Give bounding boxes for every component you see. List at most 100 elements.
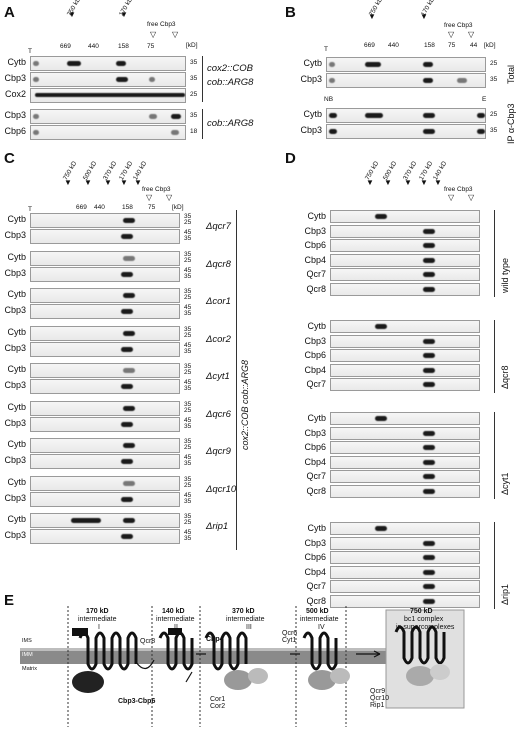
blot-strip [330,253,480,267]
kd-marker: 35 [184,250,192,258]
marker-370-arrow: ▼ [404,178,412,187]
blot-strip [30,325,180,341]
kd-marker: 25 [184,481,192,489]
t-label: T [324,46,328,53]
blot-strip [30,250,180,266]
kd-marker: 35 [184,475,192,483]
free-arrow-1: ▽ [150,30,157,39]
row-label: Cytb [7,514,26,524]
row-label: Cbp6 [304,240,326,250]
kd-marker: 45 [184,229,192,236]
bracket-1 [202,56,203,102]
blot-strip [330,363,480,377]
blot-strip [30,513,180,528]
row-label: Cbp3 [304,427,326,438]
panel-d: ▼ 750 kD ▼ 500 kD ▼ 370 kD ▼ 170 kD ▼ 14… [260,150,520,609]
kd-marker: 25 [184,519,192,526]
stage-4-sub: intermediate [300,616,339,623]
free-arrow-2: ▽ [172,30,179,39]
strain-bracket [494,412,495,499]
kd-marker: 35 [190,59,198,66]
kd-marker: 45 [184,266,192,274]
strain-label: wild type [500,257,510,293]
marker-170-arrow: ▼ [120,178,128,187]
blot-strip [330,378,480,391]
row-label: Cbp3 [4,267,26,278]
genotype-bracket [236,210,237,550]
row-label: Cbp4 [304,254,326,265]
marker-500-arrow: ▼ [384,178,392,187]
side-label-total: Total [506,64,516,84]
strain-label: Δcyt1 [500,472,510,495]
blot-strip [30,454,180,469]
row-label: Cbp3 [300,125,322,135]
marker-free-cbp3: free Cbp3 [444,22,473,29]
mutant-label: Δcor1 [206,296,231,307]
factor-cbp3cbp6: Cbp3-Cbp6 [118,698,156,705]
blot-strip [330,536,480,550]
blot-strip [326,108,486,123]
mutant-label: Δqcr6 [206,408,231,420]
row-label: Cytb [7,326,26,337]
genotype-1b: cob::ARG8 [207,77,254,88]
factor-cor: Cor1 Cor2 [210,696,226,710]
size-669: 669 [364,42,375,49]
blot-strip [30,304,180,319]
factor-qcr8: Qcr8 [140,638,156,645]
panel-a: ▼ 750 kD ▼ 170 kD free Cbp3 ▽ ▽ T 669 44… [0,0,260,145]
free-arrow-1: ▽ [448,193,455,202]
blot-strip [330,349,480,362]
row-label: Cbp4 [304,456,326,467]
stage-4-title: 500 kD [306,608,329,615]
kd-marker: 35 [490,76,498,83]
kd-marker: 45 [184,304,192,311]
blot-strip [30,109,186,124]
row-label: Cbp6 [304,442,326,452]
kd-marker: 45 [184,341,192,349]
kd-marker: 35 [184,235,192,242]
row-label: Cbp6 [304,350,326,360]
kd-marker: 45 [184,379,192,386]
size-669: 669 [60,43,71,50]
size-44: 44 [470,42,478,49]
row-label: Cytb [7,289,26,299]
factor-late: Qcr9 Qcr10 Rip1 [370,688,390,709]
blot-strip [30,400,180,416]
kd-marker: 35 [184,213,192,220]
blot-strip [330,412,480,425]
stage-1-sub: intermediate [78,616,117,623]
panel-b: ▼ 750 kD ▼ 170 kD free Cbp3 ▽ ▽ T 669 44… [260,0,520,145]
blot-strip [330,522,480,535]
stage-1-title: 170 kD [86,608,109,615]
blot-strip [30,56,186,71]
row-label: Qcr7 [306,471,326,481]
row-label: Qcr8 [306,283,326,294]
row-label: Cbp4 [304,364,326,375]
row-label: Qcr8 [306,595,326,606]
row-label: Cytb [7,439,26,449]
blot-strip [30,491,180,507]
kd-marker: 25 [184,444,192,451]
kd-marker: 35 [184,363,192,370]
kd-marker: 35 [184,422,192,430]
stage-4-num: IV [318,624,325,631]
row-label: Qcr8 [306,485,326,496]
blot-strip [30,266,180,282]
kd-marker: 35 [184,310,192,317]
blot-strip [30,88,186,103]
size-75: 75 [448,42,456,49]
row-label: Cbp3 [300,74,322,84]
mutant-label: Δcyt1 [206,371,230,382]
kd-marker: 35 [184,347,192,355]
blot-strip [330,551,480,564]
blot-strip [330,268,480,281]
blot-strip [30,529,180,544]
blot-strip [330,210,480,223]
stage-2-title: 140 kD [162,608,185,615]
kd-marker: 35 [190,112,198,119]
row-label: Cytb [307,211,326,221]
assembly-diagram [20,606,465,727]
row-label: Cbp6 [304,552,326,562]
stage-2-num: II [174,624,178,631]
marker-370-arrow: ▼ [104,178,112,187]
